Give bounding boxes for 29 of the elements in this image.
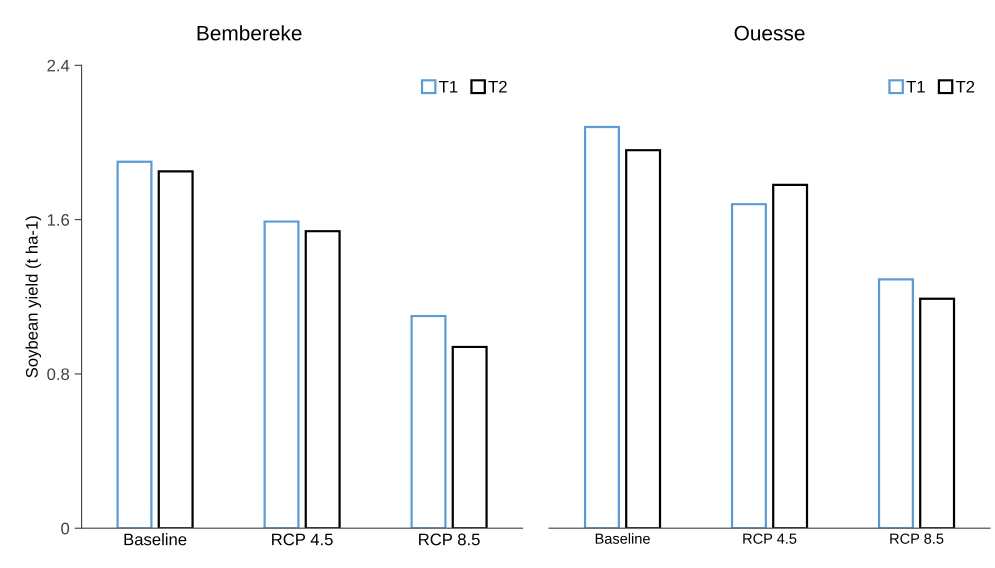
y-tick-label: 1.6 (48, 214, 70, 226)
bar (304, 230, 341, 528)
chart-title: Bembereke (198, 25, 302, 41)
bar (116, 160, 153, 528)
x-tick-label: Baseline (596, 533, 650, 544)
x-tick-label: RCP 8.5 (890, 533, 944, 544)
bar (158, 170, 194, 528)
bar (878, 278, 914, 528)
y-tick-label: 0 (61, 522, 70, 534)
bar (410, 314, 447, 528)
bar (919, 298, 956, 528)
bar (625, 149, 662, 528)
x-tick-label: RCP 8.5 (419, 534, 480, 546)
bar (452, 346, 488, 528)
x-tick-label: RCP 4.5 (272, 534, 333, 546)
legend-label: T1 (439, 81, 458, 92)
bar (730, 203, 767, 528)
legend-label: T2 (488, 80, 507, 92)
y-tick-label: 0.8 (47, 368, 70, 380)
bar (772, 184, 808, 528)
y-axis-title: Soybean yield (t ha-1) (26, 216, 42, 378)
y-tick-label: 2.4 (47, 60, 70, 72)
bar (584, 126, 620, 528)
x-tick-label: RCP 4.5 (743, 533, 796, 544)
legend-label: T1 (906, 81, 925, 92)
chart-title: Ouesse (734, 26, 805, 41)
x-tick-label: Baseline (124, 533, 186, 546)
legend-label: T2 (956, 80, 974, 92)
bar (263, 220, 300, 528)
